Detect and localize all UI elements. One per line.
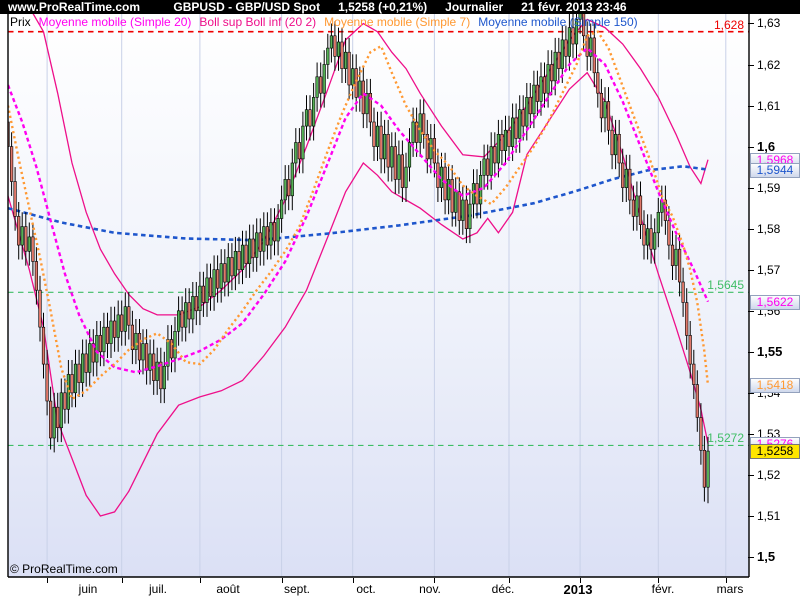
datetime-label: 21 févr. 2013 23:46 bbox=[521, 0, 627, 14]
y-axis-tick bbox=[748, 23, 754, 24]
x-axis-tick bbox=[726, 578, 727, 583]
y-axis-label-1,55: 1,55 bbox=[757, 344, 783, 359]
y-axis-label-1,58: 1,58 bbox=[757, 222, 781, 236]
candles-group bbox=[8, 14, 710, 504]
price-tag-sma20: 1,5622 bbox=[750, 295, 800, 310]
level-label-1,5645: 1,5645 bbox=[707, 278, 744, 292]
y-axis-tick bbox=[748, 65, 754, 66]
y-axis-label-1,52: 1,52 bbox=[757, 468, 781, 482]
sma150-line bbox=[8, 164, 709, 242]
instrument-title: GBPUSD - GBP/USD Spot bbox=[173, 0, 321, 14]
x-axis-tick bbox=[122, 578, 123, 583]
timeframe-label[interactable]: Journalier bbox=[445, 0, 504, 14]
y-axis-tick bbox=[748, 229, 754, 230]
indicator-legend: Prix Moyenne mobile (Simple 20) Boll sup B… bbox=[10, 15, 638, 29]
y-axis-tick bbox=[748, 557, 754, 558]
y-axis-label-1,61: 1,61 bbox=[757, 99, 781, 113]
y-axis-tick bbox=[748, 147, 754, 148]
legend-item-1[interactable]: Moyenne mobile (Simple 20) bbox=[38, 15, 192, 29]
x-axis-tick bbox=[580, 578, 581, 583]
y-axis-label-1,63: 1,63 bbox=[757, 16, 781, 30]
x-axis-label-juin: juin bbox=[78, 582, 98, 596]
level-label-1,5272: 1,5272 bbox=[707, 431, 744, 445]
y-axis-tick bbox=[748, 188, 754, 189]
x-axis-tick bbox=[282, 578, 283, 583]
x-axis-label-2013: 2013 bbox=[563, 582, 593, 597]
price-tag-sma150: 1,5944 bbox=[750, 163, 800, 178]
plot-background bbox=[8, 14, 749, 577]
price-tag-sma7: 1,5418 bbox=[750, 378, 800, 393]
x-axis-label-août: août bbox=[216, 582, 240, 596]
y-axis-tick bbox=[748, 434, 754, 435]
copyright-label: © ProRealTime.com bbox=[10, 562, 118, 576]
bollinger-upper-line bbox=[32, 14, 709, 316]
x-axis-tick bbox=[658, 578, 659, 583]
price-tag-last-price: 1,5258 bbox=[750, 444, 800, 459]
y-axis-label-1,51: 1,51 bbox=[757, 509, 781, 523]
y-axis-label-1,6: 1,6 bbox=[757, 139, 776, 154]
plot-frame bbox=[7, 14, 750, 578]
title-bar: www.ProRealTime.com GBPUSD - GBP/USD Spo… bbox=[0, 0, 800, 14]
site-link[interactable]: www.ProRealTime.com bbox=[8, 0, 141, 14]
y-axis-label-1,5: 1,5 bbox=[757, 549, 776, 564]
y-axis-label-1,59: 1,59 bbox=[757, 181, 781, 195]
x-axis-label-févr.: févr. bbox=[651, 582, 675, 596]
x-axis-tick bbox=[434, 578, 435, 583]
y-axis-tick bbox=[748, 270, 754, 271]
y-axis-tick bbox=[748, 106, 754, 107]
level-label-1,628: 1,628 bbox=[713, 18, 744, 32]
y-axis-tick bbox=[748, 311, 754, 312]
x-axis-tick bbox=[509, 578, 510, 583]
x-axis-label-oct.: oct. bbox=[356, 582, 376, 596]
legend-item-2[interactable]: Boll sup Boll inf (20 2) bbox=[199, 15, 317, 29]
y-axis-tick bbox=[748, 475, 754, 476]
x-axis-tick bbox=[200, 578, 201, 583]
y-axis-tick bbox=[748, 393, 754, 394]
x-axis-label-mars: mars bbox=[716, 582, 744, 596]
x-axis-tick bbox=[353, 578, 354, 583]
x-axis-label-juil.: juil. bbox=[148, 582, 168, 596]
y-axis-label-1,62: 1,62 bbox=[757, 58, 781, 72]
x-axis-tick bbox=[47, 578, 48, 583]
y-axis-tick bbox=[748, 352, 754, 353]
chart-title: GBPUSD - GBP/USD Spot 1,5258 (+0,21%) Jo… bbox=[173, 0, 626, 14]
y-axis-label-1,57: 1,57 bbox=[757, 263, 781, 277]
last-price-readout: 1,5258 (+0,21%) bbox=[338, 0, 428, 14]
legend-item-3[interactable]: Moyenne mobile (Simple 7) bbox=[324, 15, 471, 29]
y-axis-tick bbox=[748, 516, 754, 517]
legend-item-4[interactable]: Moyenne mobile (Simple 150) bbox=[478, 15, 638, 29]
price-level-lines bbox=[8, 30, 749, 446]
x-axis-label-sept.: sept. bbox=[283, 582, 311, 596]
legend-item-0[interactable]: Prix bbox=[10, 15, 31, 29]
x-axis-label-déc.: déc. bbox=[491, 582, 515, 596]
x-axis-label-nov.: nov. bbox=[419, 582, 441, 596]
